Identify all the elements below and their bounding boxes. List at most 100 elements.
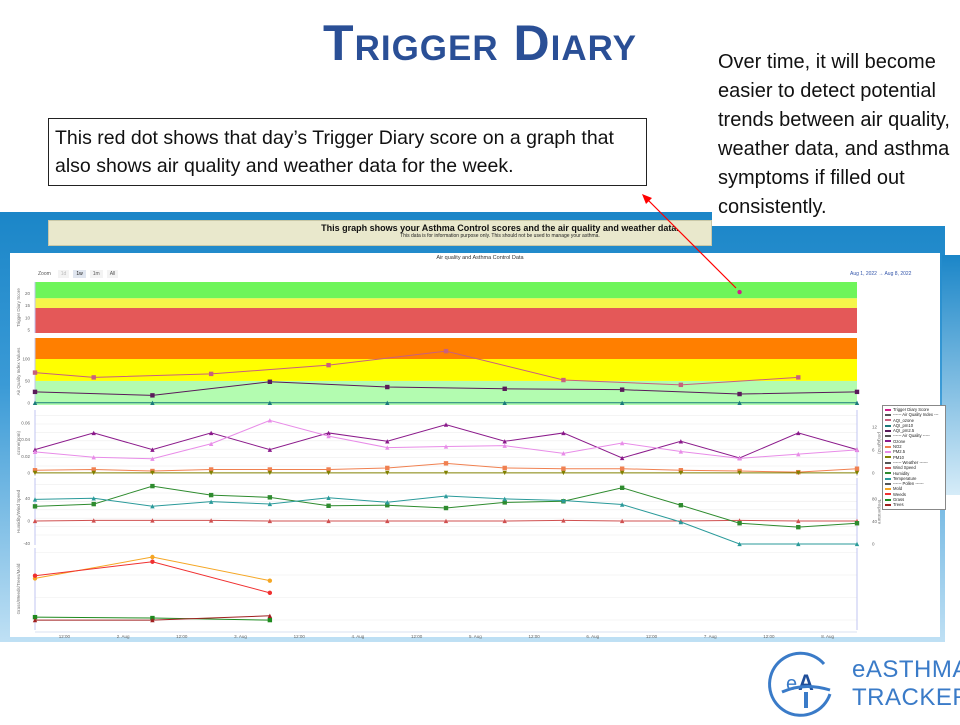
legend-item[interactable]: Grass xyxy=(885,497,943,502)
legend-swatch xyxy=(885,503,891,506)
legend-item[interactable]: PM10 xyxy=(885,455,943,460)
data-point-pm10 xyxy=(443,470,449,476)
legend-label: AQI_ozone xyxy=(893,417,914,423)
legend-label: Weeds xyxy=(893,491,906,497)
legend-item[interactable]: AQI_pm2.5 xyxy=(885,428,943,433)
data-point-temperature xyxy=(150,503,155,509)
data-point-pm10 xyxy=(91,470,96,476)
data-point-pm10 xyxy=(796,470,801,476)
trigger-y-axis-title: Trigger Diary Score xyxy=(16,288,21,327)
data-point-wind-speed xyxy=(385,518,390,524)
data-point-no2 xyxy=(32,468,38,473)
x-tick-label: 12:00 xyxy=(763,634,775,639)
legend-item[interactable]: Ozone xyxy=(885,439,943,444)
data-point-aqi-pm10 xyxy=(854,400,860,406)
legend-item[interactable]: ------ Air Quality Index --- xyxy=(885,412,943,417)
legend-item[interactable]: Wind Speed xyxy=(885,465,943,470)
data-point-ozone xyxy=(385,439,390,444)
legend-swatch xyxy=(885,424,891,427)
data-point-ozone xyxy=(561,430,566,436)
callout-box: This red dot shows that day’s Trigger Di… xyxy=(48,118,647,186)
legend-item[interactable]: ------ Pollen ------ xyxy=(885,481,943,486)
trigger-ytick-label: 5 xyxy=(27,328,30,333)
legend-label: AQI_pm2.5 xyxy=(893,428,915,434)
data-point-no2 xyxy=(854,466,860,471)
legend-swatch xyxy=(885,456,891,459)
info-banner: This graph shows your Asthma Control sco… xyxy=(48,220,712,246)
screenshot-edge xyxy=(942,255,960,495)
legend-item[interactable]: AQI_pm10 xyxy=(885,423,943,428)
data-point-aqi-pm10 xyxy=(737,400,742,406)
legend-item[interactable]: Humidity xyxy=(885,471,943,476)
data-point-aqi-ozone xyxy=(208,371,214,377)
data-point-no2 xyxy=(678,468,684,473)
data-point-aqi-pm2-5 xyxy=(150,393,155,398)
legend-swatch xyxy=(885,498,891,501)
legend-item[interactable]: NO2 xyxy=(885,444,943,449)
data-point-humidity xyxy=(208,492,214,498)
data-point-temperature xyxy=(854,541,860,547)
airquality-ytick-right-label: 12 xyxy=(872,424,878,429)
legend-item[interactable]: AQI_ozone xyxy=(885,418,943,423)
zoom-all-button[interactable]: All xyxy=(106,270,119,278)
legend-swatch xyxy=(885,472,891,475)
svg-text:e: e xyxy=(786,673,797,695)
zoom-1d-button[interactable]: 1d xyxy=(57,270,70,278)
easthma-tracker-logo: e A eASTHMA TRACKER xyxy=(764,650,960,720)
data-point-pm2-5 xyxy=(385,445,390,450)
legend-item[interactable]: ------ Weather ------ xyxy=(885,460,943,465)
data-point-humidity xyxy=(678,503,684,508)
data-point-humidity xyxy=(619,485,625,490)
x-tick-label: 12:00 xyxy=(59,634,71,639)
legend-label: Temperature xyxy=(893,475,917,481)
data-point-humidity xyxy=(385,503,390,508)
x-tick-label: 12:00 xyxy=(176,634,188,639)
legend-label: ------ Air Quality ----- xyxy=(893,433,930,439)
zoom-controls: Zoom 1d 1w 1m All xyxy=(35,270,119,278)
data-point-humidity xyxy=(91,501,96,507)
data-point-pm2-5 xyxy=(267,418,273,423)
data-point-no2 xyxy=(208,467,214,472)
airquality-ytick-label: 0 xyxy=(27,470,30,475)
aqi-band-2 xyxy=(35,338,857,360)
data-point-pm10 xyxy=(267,470,273,476)
weather-ytick-label: -40 xyxy=(23,541,30,546)
airquality-y-axis-right-title: pm(µg/m3) xyxy=(877,432,882,454)
legend-label: Grass xyxy=(893,497,905,503)
legend-item[interactable]: Weeds xyxy=(885,492,943,497)
data-point-pm2-5 xyxy=(737,456,742,461)
data-point-pm2-5 xyxy=(502,443,507,448)
logo-text-line1: eASTHMA xyxy=(852,656,960,683)
legend-item[interactable]: Trigger Diary Score xyxy=(885,407,943,412)
zoom-1m-button[interactable]: 1m xyxy=(89,270,103,278)
legend-item[interactable]: Mold xyxy=(885,486,943,491)
data-point-wind-speed xyxy=(91,518,96,523)
legend-swatch xyxy=(885,451,891,454)
weather-y-axis-title: Humidity/Wind Speed xyxy=(16,489,21,533)
legend-item[interactable]: PM2.5 xyxy=(885,449,943,454)
legend-item[interactable]: ------ Air Quality ----- xyxy=(885,433,943,438)
trigger-ytick-label: 20 xyxy=(25,291,31,296)
data-point-ozone xyxy=(150,447,155,452)
data-point-aqi-pm2-5 xyxy=(854,389,860,395)
data-point-ozone xyxy=(502,439,507,444)
data-point-pm10 xyxy=(737,470,742,476)
legend-item[interactable]: Temperature xyxy=(885,476,943,481)
zoom-1w-button[interactable]: 1w xyxy=(73,270,86,278)
legend-swatch xyxy=(885,466,891,469)
x-tick-label: 6. Aug xyxy=(586,634,599,639)
data-point-no2 xyxy=(561,466,566,471)
legend-swatch xyxy=(885,461,891,464)
legend-swatch xyxy=(885,408,891,411)
data-point-mold xyxy=(150,554,155,560)
weather-ytick-right-label: 0 xyxy=(872,541,875,546)
legend-item[interactable]: Trees xyxy=(885,502,943,507)
data-point-temperature xyxy=(267,501,273,507)
data-point-humidity xyxy=(796,524,801,530)
aqi-ytick-label: 100 xyxy=(22,357,30,362)
date-range[interactable]: Aug 1, 2022 → Aug 8, 2022 xyxy=(850,271,912,277)
data-point-temperature xyxy=(443,493,449,499)
x-tick-label: 12:00 xyxy=(646,634,658,639)
x-tick-label: 3. Aug xyxy=(234,634,247,639)
weather-ytick-label: 40 xyxy=(25,496,31,501)
